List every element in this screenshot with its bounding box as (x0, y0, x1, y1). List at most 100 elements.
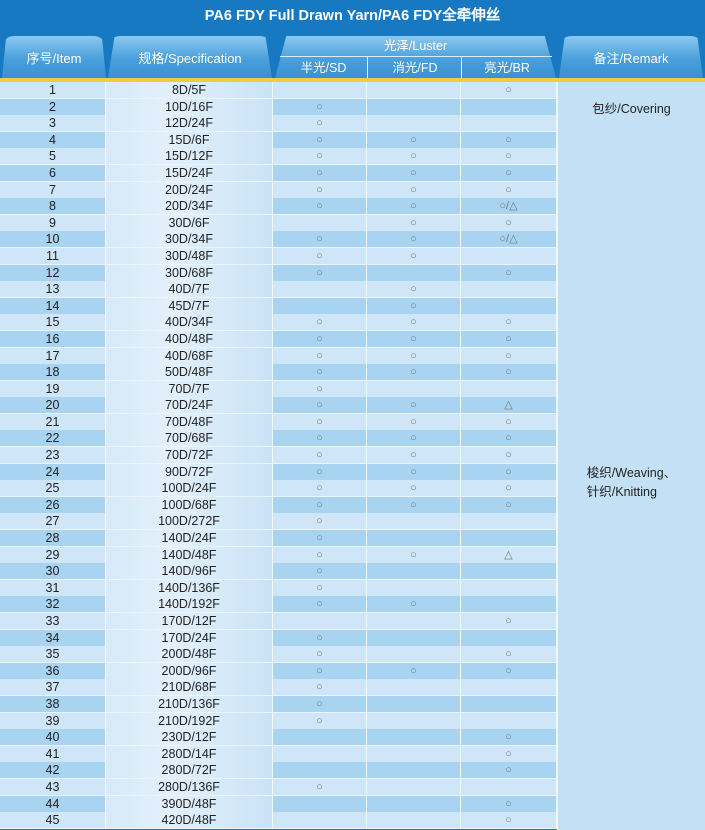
spec-cell: 50D/48F (106, 364, 273, 381)
br-cell: ○ (461, 347, 557, 364)
item-cell: 35 (0, 646, 106, 663)
fd-cell (367, 579, 461, 596)
item-cell: 20 (0, 397, 106, 414)
item-cell: 10 (0, 231, 106, 248)
item-cell: 30 (0, 563, 106, 580)
spec-cell: 40D/7F (106, 281, 273, 298)
br-cell: ○ (461, 181, 557, 198)
item-cell: 37 (0, 679, 106, 696)
item-cell: 31 (0, 579, 106, 596)
br-cell: ○ (461, 82, 557, 98)
header-br: 亮光/BR (461, 56, 552, 79)
sd-cell: ○ (273, 231, 367, 248)
spec-cell: 200D/48F (106, 646, 273, 663)
fd-cell: ○ (367, 496, 461, 513)
spec-cell: 20D/34F (106, 198, 273, 215)
sd-cell: ○ (273, 530, 367, 547)
sd-cell (273, 297, 367, 314)
sd-cell: ○ (273, 264, 367, 281)
br-cell (461, 596, 557, 613)
sd-cell: ○ (273, 181, 367, 198)
fd-cell: ○ (367, 214, 461, 231)
spec-cell: 420D/48F (106, 812, 273, 829)
item-cell: 14 (0, 297, 106, 314)
sd-cell: ○ (273, 115, 367, 132)
item-cell: 25 (0, 480, 106, 497)
br-cell (461, 115, 557, 132)
header-fd: 消光/FD (367, 56, 462, 79)
sd-cell: ○ (273, 646, 367, 663)
fd-cell (367, 778, 461, 795)
sd-cell: ○ (273, 364, 367, 381)
br-cell: ○ (461, 447, 557, 464)
sd-cell: ○ (273, 198, 367, 215)
fd-cell: ○ (367, 447, 461, 464)
spec-cell: 15D/12F (106, 148, 273, 165)
sd-cell: ○ (273, 430, 367, 447)
fd-cell (367, 695, 461, 712)
item-cell: 28 (0, 530, 106, 547)
br-cell (461, 712, 557, 729)
table-row: 36 200D/96F ○ ○ ○ (0, 662, 557, 680)
br-cell (461, 530, 557, 547)
item-cell: 15 (0, 314, 106, 331)
sd-cell (273, 795, 367, 812)
fd-cell (367, 745, 461, 762)
header-sd: 半光/SD (280, 56, 367, 79)
table-row: 27 100D/272F ○ (0, 513, 557, 531)
remark-weaving-knitting: 梭织/Weaving、 针织/Knitting (557, 132, 705, 830)
sd-cell: ○ (273, 662, 367, 679)
item-cell: 18 (0, 364, 106, 381)
sd-cell (273, 729, 367, 746)
item-cell: 8 (0, 198, 106, 215)
br-cell: ○ (461, 430, 557, 447)
table-row: 43 280D/136F ○ (0, 778, 557, 796)
sd-cell: ○ (273, 98, 367, 115)
item-cell: 42 (0, 762, 106, 779)
fd-cell (367, 82, 461, 98)
spec-cell: 70D/72F (106, 447, 273, 464)
fd-cell: ○ (367, 247, 461, 264)
item-cell: 23 (0, 447, 106, 464)
fd-cell (367, 613, 461, 629)
header-spec-label: 规格/Specification (138, 50, 242, 66)
br-cell (461, 695, 557, 712)
header-item-label: 序号/Item (26, 50, 82, 66)
fd-cell: ○ (367, 131, 461, 148)
spec-cell: 70D/24F (106, 397, 273, 414)
item-cell: 21 (0, 413, 106, 430)
spec-cell: 8D/5F (106, 82, 273, 98)
item-cell: 6 (0, 164, 106, 181)
item-cell: 7 (0, 181, 106, 198)
header-spec: 规格/Specification (108, 36, 272, 78)
header-luster (275, 36, 556, 78)
fd-cell: ○ (367, 463, 461, 480)
table-row: 44 390D/48F ○ (0, 795, 557, 813)
br-cell: ○ (461, 613, 557, 629)
sd-cell: ○ (273, 413, 367, 430)
br-cell: ○ (461, 729, 557, 746)
fd-cell (367, 679, 461, 696)
table-row: 22 70D/68F ○ ○ ○ (0, 430, 557, 448)
table-row: 14 45D/7F ○ (0, 297, 557, 315)
br-cell: ○/△ (461, 231, 557, 248)
spec-cell: 140D/24F (106, 530, 273, 547)
table-row: 30 140D/96F ○ (0, 563, 557, 580)
table-row: 25 100D/24F ○ ○ ○ (0, 480, 557, 497)
table-body: 1 8D/5F ○ 2 10D/16F ○ 3 12D/24F ○ 4 15D/6F ○ ○ ○ 5 15D/… (0, 82, 557, 829)
table-row: 34 170D/24F ○ (0, 629, 557, 647)
br-cell (461, 563, 557, 580)
item-cell: 2 (0, 98, 106, 115)
table-row: 12 30D/68F ○ ○ (0, 264, 557, 282)
sd-cell: ○ (273, 447, 367, 464)
item-cell: 43 (0, 778, 106, 795)
table-row: 29 140D/48F ○ ○ △ (0, 546, 557, 564)
br-cell: ○ (461, 214, 557, 231)
item-cell: 3 (0, 115, 106, 132)
spec-cell: 100D/272F (106, 513, 273, 530)
sd-cell: ○ (273, 330, 367, 347)
item-cell: 4 (0, 131, 106, 148)
fd-cell: ○ (367, 662, 461, 679)
table-row: 10 30D/34F ○ ○ ○/△ (0, 231, 557, 248)
table-row: 17 40D/68F ○ ○ ○ (0, 347, 557, 365)
